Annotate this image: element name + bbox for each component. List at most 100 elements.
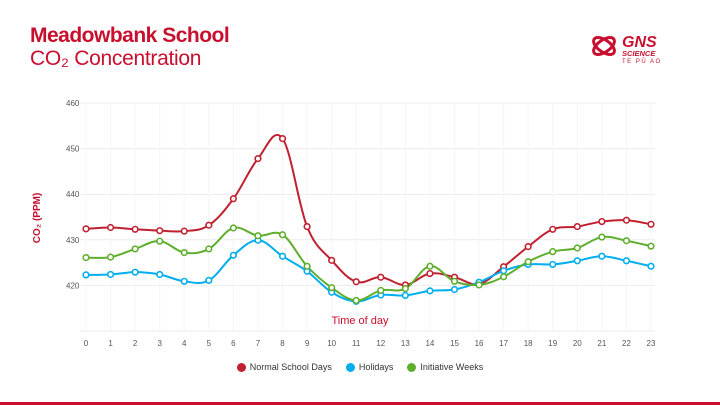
legend-label: Holidays [358, 362, 394, 372]
x-tick-label: 14 [425, 339, 434, 348]
data-point-0 [647, 220, 655, 228]
y-tick-label: 430 [66, 236, 80, 245]
data-point-2 [278, 231, 287, 239]
data-point-2 [598, 233, 606, 241]
data-point-0 [328, 256, 336, 264]
data-point-1 [180, 277, 188, 285]
x-tick-label: 23 [647, 339, 656, 348]
series-line-2 [85, 226, 652, 302]
data-point-0 [377, 273, 385, 281]
data-point-2 [180, 248, 188, 257]
legend-item-normal: Normal School Days [236, 362, 332, 372]
x-tick-label: 3 [157, 339, 162, 348]
data-point-1 [156, 270, 164, 279]
x-tick-label: 9 [305, 339, 310, 348]
legend-label: Normal School Days [249, 362, 332, 372]
data-point-0 [205, 221, 213, 229]
data-point-2 [549, 248, 557, 256]
data-point-1 [647, 262, 655, 270]
x-tick-label: 21 [597, 339, 606, 348]
footer-bar [0, 402, 720, 405]
data-point-1 [450, 285, 459, 294]
y-tick-label: 420 [66, 281, 80, 290]
x-tick-label: 17 [499, 339, 508, 348]
data-point-1 [573, 257, 581, 265]
legend-marker-normal [236, 362, 246, 372]
x-axis-label: Time of day [331, 315, 389, 327]
data-point-0 [352, 278, 360, 286]
x-tick-label: 0 [84, 339, 89, 348]
data-point-0 [156, 227, 164, 235]
data-point-0 [573, 222, 581, 231]
x-tick-label: 10 [327, 339, 336, 348]
page-subtitle: CO₂ Concentration [30, 47, 202, 70]
x-tick-label: 1 [108, 339, 113, 348]
data-point-1 [278, 252, 287, 260]
data-point-0 [131, 225, 139, 233]
data-point-0 [598, 217, 606, 226]
data-point-1 [106, 270, 115, 279]
data-point-1 [205, 276, 213, 284]
data-point-0 [229, 195, 237, 203]
x-tick-label: 12 [376, 339, 385, 348]
legend: Normal School Days Holidays Initiative W… [0, 362, 720, 372]
svg-text:SCIENCE: SCIENCE [622, 49, 656, 58]
x-tick-label: 6 [231, 339, 236, 348]
y-axis-label: CO₂ (PPM) [32, 193, 43, 244]
x-tick-label: 13 [401, 339, 410, 348]
data-point-2 [254, 232, 262, 240]
page-title: Meadowbank School [30, 24, 230, 47]
x-tick-label: 22 [622, 339, 631, 348]
x-tick-label: 19 [548, 339, 557, 348]
data-point-1 [401, 291, 409, 300]
data-point-1 [500, 267, 508, 275]
data-point-1 [131, 268, 139, 276]
data-point-2 [205, 245, 213, 253]
data-point-2 [475, 281, 483, 289]
y-tick-label: 460 [66, 99, 80, 108]
data-point-2 [450, 277, 459, 285]
data-point-0 [524, 243, 532, 251]
x-tick-label: 7 [256, 339, 261, 348]
x-tick-label: 8 [280, 339, 285, 348]
data-point-1 [622, 257, 631, 265]
data-point-2 [426, 262, 434, 270]
data-point-0 [106, 223, 115, 232]
data-point-1 [82, 271, 90, 279]
data-point-1 [229, 251, 237, 259]
legend-label: Initiative Weeks [420, 362, 484, 372]
x-tick-label: 20 [573, 339, 582, 348]
data-point-2 [622, 237, 631, 245]
legend-marker-initiative [407, 362, 417, 372]
data-point-2 [401, 284, 409, 293]
x-tick-label: 4 [182, 339, 187, 348]
x-tick-label: 2 [133, 339, 138, 348]
x-tick-label: 16 [475, 339, 484, 348]
data-point-2 [106, 253, 115, 261]
x-tick-label: 18 [524, 339, 533, 348]
legend-item-initiative: Initiative Weeks [407, 362, 483, 372]
data-point-2 [524, 258, 532, 266]
data-point-2 [229, 224, 237, 232]
svg-text:GNS: GNS [622, 34, 657, 51]
data-point-2 [377, 286, 385, 295]
data-point-1 [549, 260, 557, 269]
data-point-0 [303, 222, 311, 231]
x-tick-label: 5 [207, 339, 212, 348]
gns-logo-graphic: GNS SCIENCE TE PŪ AO [592, 34, 660, 65]
data-point-2 [573, 244, 581, 252]
data-point-1 [598, 252, 606, 260]
data-point-0 [278, 134, 287, 143]
data-point-2 [303, 262, 311, 270]
data-point-0 [254, 155, 262, 163]
data-point-2 [131, 245, 139, 253]
data-point-2 [82, 253, 90, 262]
x-tick-label: 15 [450, 339, 459, 348]
data-point-0 [426, 269, 434, 278]
data-point-0 [622, 216, 631, 224]
data-point-2 [500, 273, 508, 281]
legend-item-holidays: Holidays [345, 362, 394, 372]
data-point-2 [156, 237, 164, 245]
x-tick-label: 11 [352, 339, 361, 348]
